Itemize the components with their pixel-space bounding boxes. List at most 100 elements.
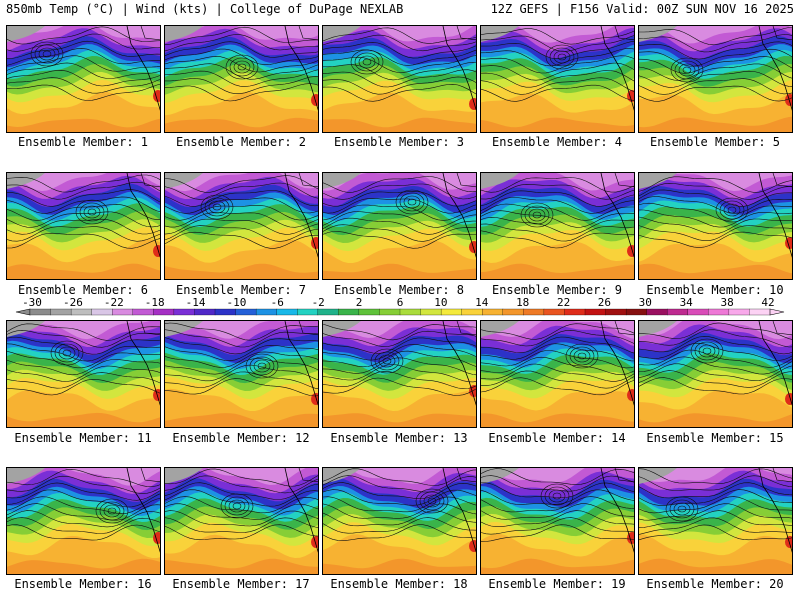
ensemble-member-label: Ensemble Member: 4 (491, 135, 623, 149)
colorbar-tick-label: 34 (680, 296, 694, 309)
ensemble-map-7[interactable] (164, 172, 319, 280)
ensemble-map-15[interactable] (638, 320, 793, 428)
colorbar-tick-label: -14 (186, 296, 206, 309)
colorbar-tick-label: 2 (356, 296, 363, 309)
map-graphic (7, 173, 160, 279)
colorbar-tick-label: 30 (639, 296, 652, 309)
map-graphic (481, 468, 634, 574)
colorbar-tick-label: -18 (145, 296, 165, 309)
colorbar-swatch (194, 308, 216, 316)
map-graphic (639, 173, 792, 279)
colorbar-swatch (379, 308, 401, 316)
ensemble-member-label: Ensemble Member: 3 (333, 135, 465, 149)
ensemble-map-10[interactable] (638, 172, 793, 280)
run-valid-time: 12Z GEFS | F156 Valid: 00Z SUN NOV 16 20… (490, 2, 794, 16)
ensemble-member-label: Ensemble Member: 12 (172, 431, 310, 445)
colorbar-swatch (440, 308, 463, 316)
colorbar-swatch (749, 308, 771, 316)
colorbar-swatch (91, 308, 113, 316)
map-graphic (165, 468, 318, 574)
colorbar-swatch (112, 308, 134, 316)
colorbar-swatch (338, 308, 360, 316)
ensemble-map-18[interactable] (322, 467, 477, 575)
colorbar-swatch (399, 308, 422, 316)
colorbar-swatch (625, 308, 648, 316)
colorbar-swatch (214, 308, 237, 316)
map-graphic (165, 321, 318, 427)
colorbar-tick-label: 14 (475, 296, 489, 309)
map-graphic (639, 468, 792, 574)
ensemble-member-label: Ensemble Member: 10 (646, 283, 784, 297)
colorbar-tick-label: -10 (226, 296, 246, 309)
ensemble-member-label: Ensemble Member: 6 (17, 283, 149, 297)
colorbar-swatch (667, 308, 689, 316)
map-title: 850mb Temp (°C) | Wind (kts) | College o… (6, 2, 404, 16)
ensemble-map-13[interactable] (322, 320, 477, 428)
colorbar-swatch (29, 308, 52, 316)
ensemble-map-8[interactable] (322, 172, 477, 280)
ensemble-map-16[interactable] (6, 467, 161, 575)
ensemble-map-19[interactable] (480, 467, 635, 575)
map-graphic (639, 321, 792, 427)
map-graphic (165, 173, 318, 279)
colorbar-tick-label: 26 (598, 296, 611, 309)
colorbar-tick-label: -6 (271, 296, 284, 309)
colorbar-swatch (646, 308, 668, 316)
ensemble-map-3[interactable] (322, 25, 477, 133)
ensemble-map-12[interactable] (164, 320, 319, 428)
colorbar-tick-label: 6 (397, 296, 404, 309)
colorbar-swatch (605, 308, 627, 316)
colorbar-swatch (420, 308, 442, 316)
ensemble-map-9[interactable] (480, 172, 635, 280)
colorbar-swatch (235, 308, 257, 316)
temperature-colorbar: -30 -26 -22 -18 -14 -10 -6 -2 2 6 10 14 18 22 26 30 34 38… (15, 296, 785, 316)
colorbar-swatch (255, 308, 278, 316)
colorbar-swatch (687, 308, 709, 316)
ensemble-member-label: Ensemble Member: 9 (491, 283, 623, 297)
colorbar-tick-label: 18 (516, 296, 529, 309)
map-graphic (323, 173, 476, 279)
map-graphic (7, 468, 160, 574)
ensemble-member-label: Ensemble Member: 15 (646, 431, 784, 445)
colorbar-swatch (276, 308, 298, 316)
ensemble-map-17[interactable] (164, 467, 319, 575)
colorbar-swatch (317, 308, 339, 316)
ensemble-member-label: Ensemble Member: 20 (646, 577, 784, 591)
colorbar-tick-label: -2 (312, 296, 325, 309)
ensemble-map-14[interactable] (480, 320, 635, 428)
colorbar-tick-label: 22 (557, 296, 570, 309)
map-graphic (7, 321, 160, 427)
ensemble-member-label: Ensemble Member: 13 (330, 431, 468, 445)
colorbar-swatch (358, 308, 380, 316)
colorbar-swatch (728, 308, 750, 316)
colorbar-swatch (708, 308, 730, 316)
colorbar-swatch (132, 308, 154, 316)
colorbar-swatch (543, 308, 565, 316)
colorbar-tick-label: 10 (434, 296, 447, 309)
ensemble-map-5[interactable] (638, 25, 793, 133)
colorbar-swatch (153, 308, 175, 316)
ensemble-map-20[interactable] (638, 467, 793, 575)
colorbar-tick-label: 42 (761, 296, 774, 309)
map-graphic (481, 26, 634, 132)
colorbar-swatch (482, 308, 504, 316)
ensemble-member-label: Ensemble Member: 16 (14, 577, 152, 591)
colorbar-tick-label: -26 (63, 296, 83, 309)
ensemble-map-4[interactable] (480, 25, 635, 133)
map-graphic (639, 26, 792, 132)
map-graphic (481, 321, 634, 427)
map-graphic (7, 26, 160, 132)
ensemble-map-2[interactable] (164, 25, 319, 133)
colorbar-tick-label: 38 (720, 296, 733, 309)
colorbar-swatch (564, 308, 586, 316)
colorbar-arrow-left (15, 308, 31, 316)
ensemble-member-label: Ensemble Member: 7 (175, 283, 307, 297)
map-graphic (323, 321, 476, 427)
colorbar-swatch (70, 308, 93, 316)
ensemble-map-1[interactable] (6, 25, 161, 133)
colorbar-swatch (461, 308, 483, 316)
ensemble-map-6[interactable] (6, 172, 161, 280)
ensemble-map-11[interactable] (6, 320, 161, 428)
ensemble-member-label: Ensemble Member: 14 (488, 431, 626, 445)
map-graphic (323, 468, 476, 574)
